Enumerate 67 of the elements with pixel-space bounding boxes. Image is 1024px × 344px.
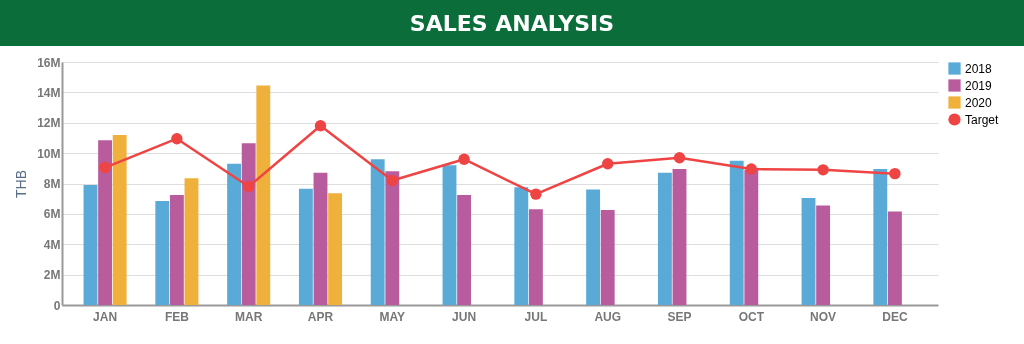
y-tick-label: 12M: [37, 116, 61, 131]
bar: [155, 200, 170, 305]
bar: [256, 85, 271, 305]
x-tick-label: FEB: [164, 309, 190, 324]
bar: [672, 169, 687, 305]
x-tick-label: AUG: [594, 309, 622, 324]
bar: [112, 134, 127, 305]
x-tick-label: APR: [307, 309, 334, 324]
bar: [657, 172, 672, 305]
point: [99, 161, 111, 174]
legend-label: 2020: [965, 95, 993, 110]
bar: [586, 189, 601, 305]
point: [745, 163, 758, 175]
point: [171, 133, 183, 145]
point: [530, 188, 542, 200]
bar: [514, 187, 529, 305]
bar: [241, 143, 256, 305]
point: [673, 151, 686, 164]
x-tick-label: OCT: [738, 309, 765, 324]
legend-label: Target: [965, 112, 1000, 127]
y-axis-title: THB: [13, 170, 30, 198]
bar: [313, 172, 328, 305]
bar: [169, 194, 184, 305]
bar: [328, 193, 343, 305]
bar: [528, 209, 543, 305]
point: [817, 164, 829, 176]
point: [242, 180, 255, 193]
bar: [744, 169, 759, 305]
point: [314, 120, 327, 132]
point: [386, 174, 398, 187]
y-tick-label: 2M: [43, 268, 61, 283]
bar: [83, 185, 98, 305]
bar: [457, 194, 472, 305]
bar: [729, 160, 744, 305]
bar: [600, 210, 615, 305]
bar: [801, 197, 816, 305]
y-tick-label: 10M: [37, 146, 61, 161]
point: [602, 158, 614, 170]
bar: [370, 159, 385, 305]
chart-title: SALES ANALYSIS: [0, 0, 1024, 46]
point: [889, 167, 901, 180]
x-tick-label: SEP: [667, 309, 692, 324]
x-tick-label: DEC: [882, 309, 908, 324]
y-tick-label: 16M: [37, 55, 61, 70]
legend-label: 2019: [965, 78, 993, 93]
x-tick-label: JUN: [452, 309, 477, 324]
legend-label: 2018: [965, 61, 993, 76]
x-tick-label: JUL: [524, 309, 548, 324]
point: [458, 153, 470, 165]
x-tick-label: MAY: [379, 309, 406, 324]
bar: [385, 171, 400, 305]
x-tick-label: JAN: [93, 309, 118, 324]
x-tick-label: MAR: [235, 309, 263, 324]
bar: [98, 140, 113, 305]
bar: [227, 163, 242, 305]
bar: [298, 188, 313, 305]
bar: [887, 211, 902, 305]
bar: [816, 205, 831, 305]
y-tick-label: 8M: [43, 177, 61, 191]
y-tick-label: 6M: [43, 207, 61, 222]
y-tick-label: 4M: [43, 237, 61, 252]
bar: [184, 178, 199, 305]
bar: [442, 165, 457, 305]
y-tick-label: 0: [53, 298, 61, 313]
y-tick-label: 14M: [37, 85, 61, 100]
x-tick-label: NOV: [810, 309, 837, 324]
bar: [873, 169, 888, 305]
